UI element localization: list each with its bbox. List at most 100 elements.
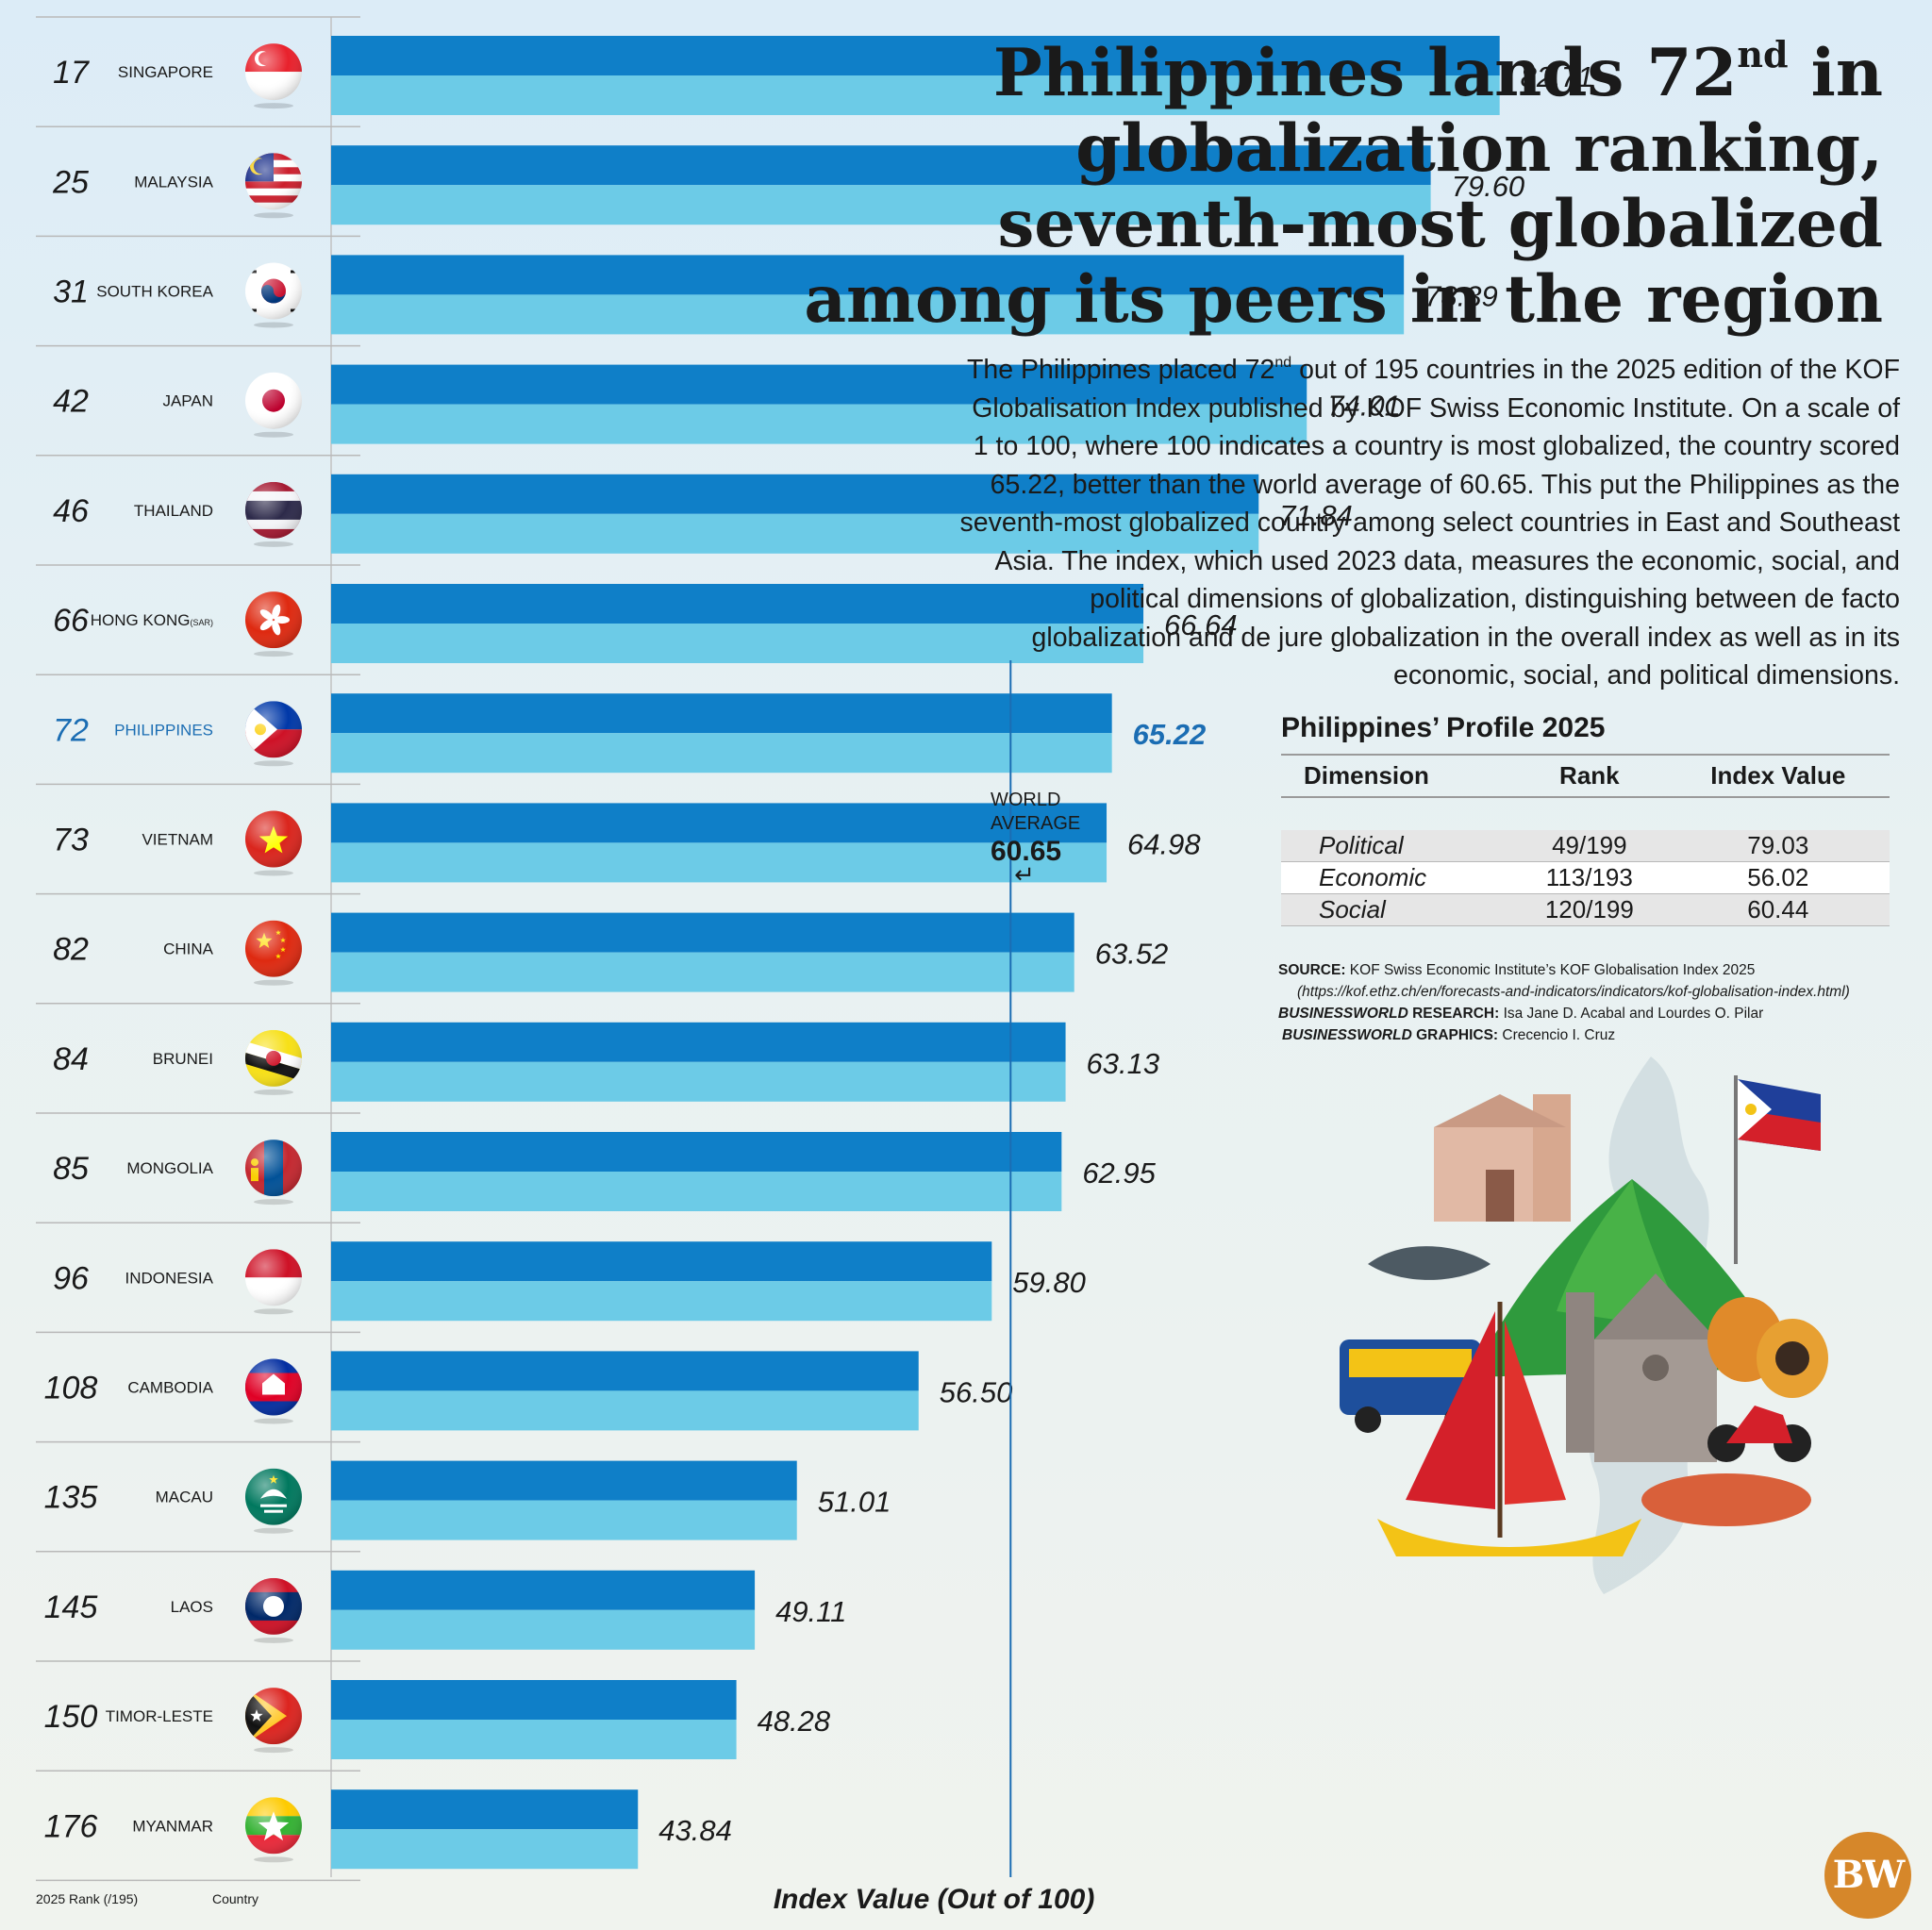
philippines-profile-panel: Philippines’ Profile 2025 Dimension Rank… [1281, 712, 1890, 926]
value-label: 71.84 [1279, 499, 1353, 532]
bar-top-half [331, 36, 1500, 75]
chart-row: 46 THAILAND 71.84 [36, 455, 1353, 554]
country-label: LAOS [171, 1598, 213, 1616]
bar-top-half [331, 364, 1307, 405]
bar-bottom-half [331, 513, 1259, 554]
rank-label: 72 [53, 712, 89, 748]
profile-dimension: Economic [1281, 861, 1513, 894]
country-label: MACAU [156, 1489, 213, 1506]
profile-header-dimension: Dimension [1281, 754, 1513, 798]
bar-top-half [331, 1680, 737, 1720]
profile-header-rank: Rank [1512, 754, 1667, 798]
rank-label: 108 [44, 1371, 98, 1406]
bar-bottom-half [331, 75, 1500, 115]
chart-row: 72 PHILIPPINES 65.22 [36, 674, 1206, 774]
singapore-flag-icon [245, 43, 302, 109]
world-average-arrow-icon: ↵ [1014, 860, 1035, 889]
description-ordinal-suffix: nd [1274, 355, 1292, 371]
research-credit: BUSINESSWORLD RESEARCH: Isa Jane D. Acab… [1278, 1003, 1901, 1024]
profile-header-index-value: Index Value [1666, 754, 1890, 798]
chart-row: 96 INDONESIA 59.80 [36, 1222, 1086, 1322]
country-label: JAPAN [162, 392, 213, 410]
cambodia-flag-icon [245, 1358, 302, 1424]
source-text: KOF Swiss Economic Institute’s KOF Globa… [1349, 962, 1756, 978]
chart-title: Philippines lands 72nd in globalization … [798, 36, 1883, 338]
chart-row: 150 TIMOR-LESTE 48.28 [36, 1660, 831, 1759]
brunei-flag-icon [245, 1029, 302, 1095]
chart-row: 73 VIETNAM 64.98 [36, 783, 1201, 883]
source-line: SOURCE: KOF Swiss Economic Institute’s K… [1278, 959, 1901, 981]
profile-title: Philippines’ Profile 2025 [1281, 712, 1606, 743]
chart-row: 25 MALAYSIA 79.60 [36, 125, 1524, 225]
country-label: INDONESIA [125, 1269, 213, 1287]
country-label: SOUTH KOREA [96, 283, 213, 301]
philippines-flag-icon [245, 701, 302, 767]
description-part2: out of 195 countries in the 2025 edition… [959, 355, 1900, 690]
world-average-value: 60.65 [991, 836, 1062, 867]
chart-row: 31 SOUTH KOREA 78.39 [36, 235, 1498, 335]
bar-top-half [331, 1241, 992, 1282]
bar-bottom-half [331, 294, 1405, 335]
mongolia-flag-icon [245, 1140, 302, 1206]
country-label: HONG KONG(SAR) [91, 611, 213, 629]
profile-table: Dimension Rank Index Value Political 49/… [1281, 754, 1890, 926]
profile-row-political: Political 49/199 79.03 [1281, 830, 1890, 862]
country-label: BRUNEI [153, 1050, 213, 1068]
malaysia-flag-icon [245, 153, 302, 219]
chart-row: 17 SINGAPORE 82.71 [36, 16, 1594, 115]
profile-value: 79.03 [1666, 830, 1890, 862]
world-average-line2: AVERAGE [991, 813, 1081, 834]
value-label: 64.98 [1127, 827, 1201, 860]
profile-rank: 113/193 [1512, 861, 1667, 894]
vietnam-flag-icon [245, 810, 302, 876]
country-label: PHILIPPINES [114, 721, 213, 739]
japan-flag-icon [245, 372, 302, 438]
title-ordinal-suffix: nd [1737, 33, 1789, 75]
country-label: CHINA [163, 940, 214, 958]
indonesia-flag-icon [245, 1249, 302, 1315]
chart-row: 135 MACAU 51.01 [36, 1440, 891, 1540]
bar-bottom-half [331, 952, 1074, 992]
description-part1: The Philippines placed 72 [966, 355, 1275, 385]
chart-description: The Philippines placed 72nd out of 195 c… [957, 351, 1900, 695]
bar-bottom-half [331, 1609, 756, 1650]
graphics-label: GRAPHICS: [1411, 1027, 1499, 1043]
value-label: 63.52 [1095, 938, 1169, 971]
bar-bottom-half [331, 842, 1108, 883]
bar-top-half [331, 693, 1112, 734]
bar-top-half [331, 584, 1144, 624]
rank-label: 176 [44, 1808, 98, 1844]
bar-top-half [331, 803, 1108, 843]
bar-bottom-half [331, 624, 1144, 663]
rank-label: 96 [53, 1260, 89, 1296]
value-label: 82.71 [1521, 60, 1594, 93]
chart-row: 176 MYANMAR 43.84 [36, 1770, 732, 1870]
timor-leste-flag-icon [245, 1688, 302, 1754]
bar-bottom-half [331, 733, 1112, 774]
rank-label: 42 [53, 384, 89, 420]
rank-label: 82 [53, 932, 89, 968]
businessworld-logo: BW [1824, 1832, 1911, 1919]
research-label: RESEARCH: [1407, 1006, 1500, 1022]
bar-top-half [331, 255, 1405, 295]
bar-top-half [331, 1132, 1062, 1172]
country-label: THAILAND [134, 502, 213, 520]
bar-bottom-half [331, 404, 1307, 444]
bar-top-half [331, 912, 1074, 953]
bar-top-half [331, 1351, 919, 1391]
country-column-header: Country [212, 1891, 259, 1906]
country-label: CAMBODIA [127, 1379, 213, 1397]
profile-rank: 120/199 [1512, 893, 1667, 926]
chart-row: 145 LAOS 49.11 [36, 1551, 846, 1650]
rank-label: 85 [53, 1151, 89, 1187]
title-text-part1: Philippines lands 72 [992, 35, 1738, 111]
chart-row: 42 JAPAN 74.01 [36, 344, 1401, 444]
value-label: 62.95 [1082, 1156, 1156, 1190]
laos-flag-icon [245, 1577, 302, 1643]
rank-label: 31 [53, 275, 89, 310]
source-credits: SOURCE: KOF Swiss Economic Institute’s K… [1278, 959, 1901, 1046]
hong-kong-flag-icon [245, 591, 302, 657]
country-label: MYANMAR [132, 1817, 213, 1835]
china-flag-icon [245, 920, 302, 986]
